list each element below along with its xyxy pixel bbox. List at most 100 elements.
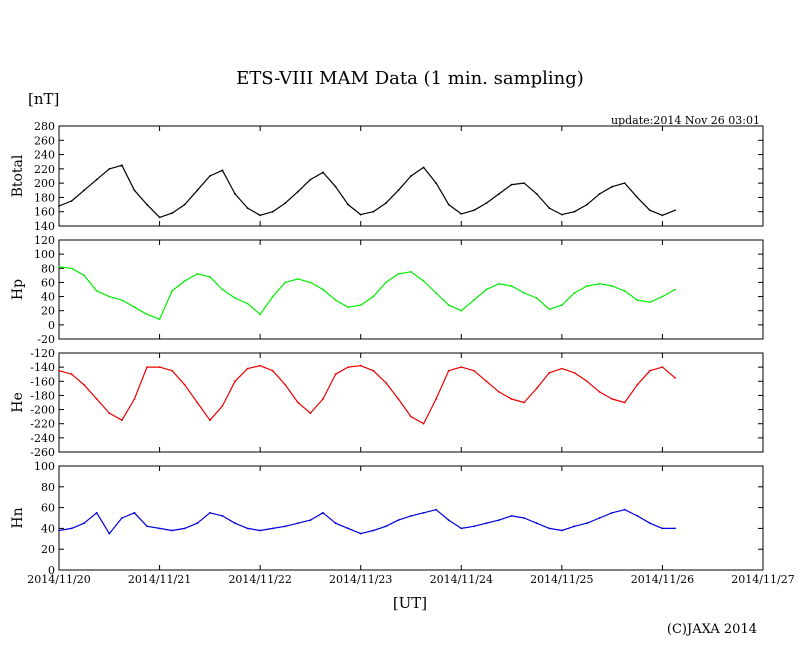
y-tick-label: 60: [41, 502, 55, 515]
data-point: [397, 189, 400, 192]
data-point: [422, 422, 425, 425]
data-point: [271, 527, 274, 530]
y-tick-label: 40: [41, 522, 55, 535]
data-point: [623, 401, 626, 404]
data-point: [146, 313, 148, 316]
data-point: [586, 380, 588, 383]
data-point: [297, 401, 299, 404]
data-point: [359, 304, 362, 306]
data-point: [146, 525, 148, 528]
data-point: [485, 522, 488, 525]
data-point: [209, 419, 211, 422]
data-point: [473, 209, 475, 212]
data-point: [58, 529, 60, 532]
data-point: [259, 313, 261, 316]
y-tick-label: 260: [34, 134, 55, 147]
data-point: [372, 210, 375, 213]
data-point: [498, 193, 500, 195]
y-tick-label: 240: [34, 149, 55, 162]
data-point: [108, 168, 111, 170]
data-point: [623, 290, 626, 292]
data-point: [183, 280, 186, 282]
data-point: [473, 525, 475, 528]
series-line-btotal: [58, 164, 676, 218]
data-point: [422, 166, 425, 169]
series-line-hn: [58, 509, 675, 535]
data-point: [548, 308, 551, 311]
data-point: [95, 398, 98, 400]
y-tick-label: 0: [48, 319, 55, 332]
data-point: [183, 527, 186, 530]
data-point: [661, 295, 664, 298]
data-point: [347, 366, 349, 368]
data-point: [234, 380, 236, 383]
data-point: [133, 398, 136, 400]
data-point: [674, 209, 676, 212]
data-point: [322, 511, 324, 514]
data-point: [234, 193, 236, 195]
data-point: [183, 203, 186, 206]
data-point: [196, 522, 199, 525]
data-point: [209, 275, 211, 278]
data-point: [649, 522, 651, 525]
data-point: [636, 196, 639, 199]
data-point: [498, 391, 500, 393]
data-point: [171, 290, 174, 292]
data-point: [259, 214, 261, 217]
data-point: [636, 383, 639, 386]
y-tick-label: 100: [34, 460, 55, 473]
x-tick-label: 2014/11/25: [530, 573, 593, 586]
y-tick-label: 20: [41, 543, 55, 556]
data-point: [460, 527, 463, 530]
plot-frame: [58, 239, 764, 340]
y-tick-label: -20: [37, 333, 55, 346]
data-point: [347, 306, 349, 309]
x-tick-label: 2014/11/23: [329, 573, 392, 586]
data-point: [661, 214, 664, 217]
data-point: [573, 210, 576, 213]
data-point: [171, 369, 174, 372]
data-point: [70, 200, 73, 202]
data-point: [498, 282, 500, 285]
data-point: [259, 529, 261, 532]
data-point: [234, 522, 236, 525]
data-point: [221, 169, 224, 172]
data-point: [561, 529, 563, 532]
data-point: [271, 295, 274, 298]
data-point: [447, 369, 450, 372]
data-point: [674, 527, 676, 530]
y-tick-label: -240: [30, 432, 55, 445]
y-tick-label: 280: [34, 120, 55, 133]
plot-frame: [58, 465, 764, 571]
update-timestamp: update:2014 Nov 26 03:01: [611, 114, 760, 127]
data-point: [410, 415, 412, 418]
data-point: [133, 511, 136, 514]
data-point: [221, 515, 224, 517]
data-point: [246, 367, 249, 370]
data-point: [221, 405, 224, 407]
data-point: [347, 527, 349, 530]
data-point: [83, 274, 85, 277]
y-axis-label: Btotal: [10, 154, 26, 197]
data-point: [58, 369, 60, 372]
data-point: [586, 285, 588, 287]
data-point: [561, 213, 563, 216]
credit-text: (C)JAXA 2014: [667, 622, 757, 637]
data-point: [435, 292, 437, 294]
data-point: [410, 515, 412, 517]
y-axis-label: Hp: [10, 279, 26, 300]
y-tick-label: 200: [34, 177, 55, 190]
x-tick-label: 2014/11/22: [228, 573, 291, 586]
data-point: [259, 364, 261, 367]
data-point: [586, 522, 588, 525]
data-point: [460, 309, 463, 312]
x-axis-label: [UT]: [393, 594, 427, 612]
data-point: [385, 525, 387, 528]
y-tick-label: -120: [30, 347, 55, 360]
data-point: [598, 391, 601, 393]
y-tick-label: 20: [41, 305, 55, 318]
data-point: [284, 525, 287, 528]
data-point: [473, 369, 475, 372]
